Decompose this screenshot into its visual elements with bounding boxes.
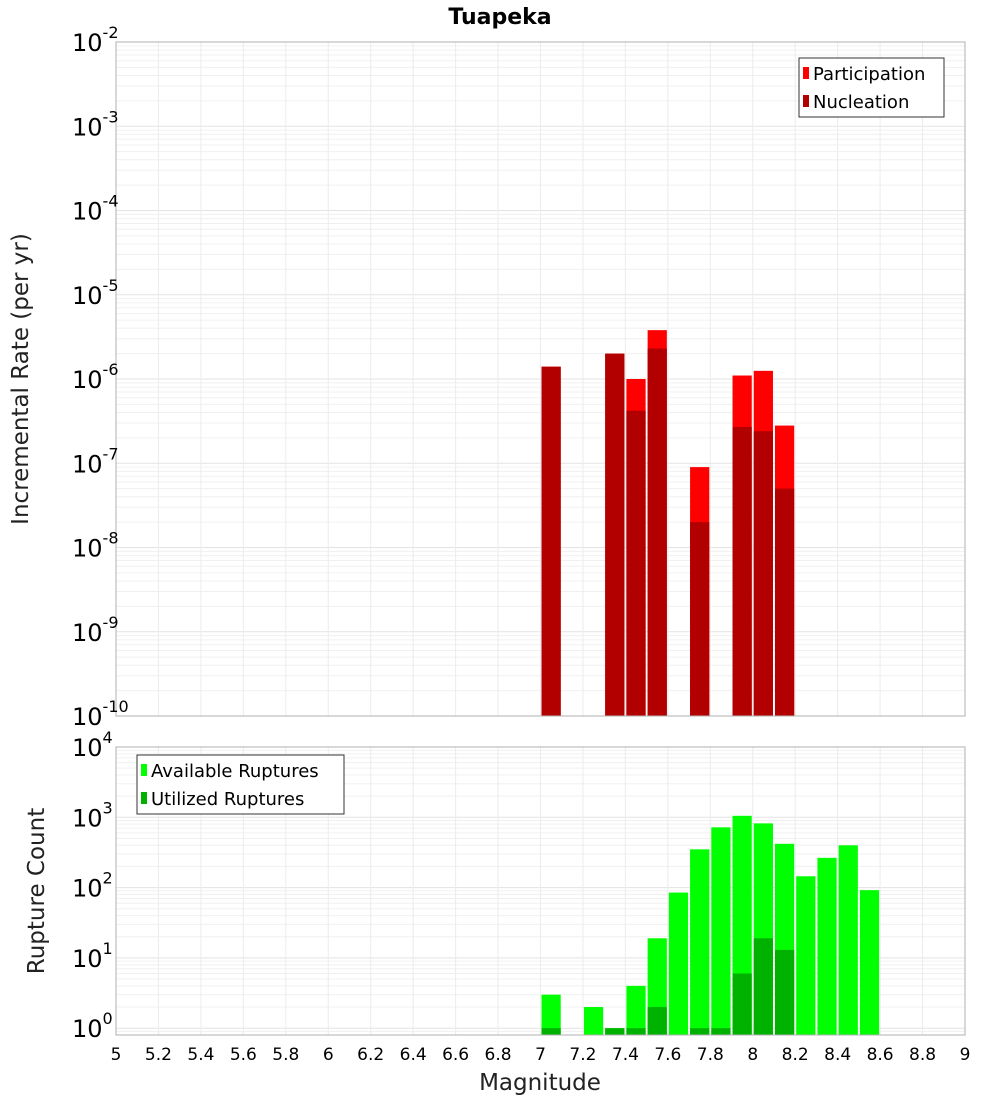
legend-swatch	[803, 67, 809, 79]
y-tick-label: 10-4	[72, 192, 119, 226]
available-ruptures-bar	[668, 892, 689, 1035]
legend: Participation Nucleation	[798, 57, 945, 118]
utilized-ruptures-bar	[605, 1028, 625, 1035]
available-ruptures-bar	[838, 845, 858, 1035]
x-tick-label: 8	[747, 1045, 758, 1065]
legend-swatch	[141, 764, 147, 776]
incremental-rate-panel: 10-2 10-3 10-4 10-5 10-6 10-7 10-8 10-9 10-10 Inc…	[8, 23, 966, 731]
x-tick-label: 8.4	[824, 1045, 851, 1065]
y-tick-label: 101	[72, 939, 113, 973]
nucleation-bar	[690, 522, 710, 716]
plot-frame	[115, 41, 966, 717]
available-ruptures-bar	[796, 876, 816, 1035]
utilized-ruptures-bar	[541, 1028, 561, 1035]
available-ruptures-bar	[541, 994, 561, 1035]
legend-label: Participation	[813, 64, 925, 85]
x-tick-label: 7.6	[654, 1045, 681, 1065]
nucleation-bar	[647, 348, 667, 716]
x-tick-label: 7	[535, 1045, 546, 1065]
x-tick-label: 5.4	[187, 1045, 214, 1065]
x-tick-label: 6	[323, 1045, 334, 1065]
nucleation-bar	[605, 353, 625, 716]
y-tick-label: 104	[72, 728, 113, 762]
available-ruptures-bar	[711, 827, 731, 1035]
x-tick-label: 5.6	[230, 1045, 257, 1065]
y-tick-label: 10-8	[72, 529, 119, 563]
y-axis-title: Incremental Rate (per yr)	[8, 233, 34, 525]
nucleation-bar	[774, 488, 795, 716]
legend-box	[136, 754, 345, 815]
x-tick-label: 8.8	[909, 1045, 936, 1065]
available-ruptures-bar	[817, 857, 837, 1035]
rupture-count-panel: 104 103 102 101 100 Rupture Count Available Ru…	[24, 728, 966, 1043]
y-tick-label: 10-5	[72, 276, 119, 310]
x-tick-label: 6.8	[485, 1045, 512, 1065]
legend-label: Available Ruptures	[151, 761, 319, 782]
utilized-ruptures-bar	[774, 949, 795, 1035]
x-tick-label: 7.4	[612, 1045, 639, 1065]
x-tick-label: 7.8	[697, 1045, 724, 1065]
x-tick-label: 5.2	[145, 1045, 172, 1065]
y-axis-title: Rupture Count	[24, 808, 50, 974]
available-ruptures-bar	[583, 1007, 604, 1035]
x-tick-label: 6.6	[442, 1045, 469, 1065]
utilized-ruptures-bar	[647, 1007, 667, 1035]
chart-title: Tuapeka	[448, 5, 551, 30]
y-tick-label: 10-7	[72, 444, 119, 478]
x-tick-label: 5.8	[272, 1045, 299, 1065]
utilized-ruptures-bar	[626, 1028, 646, 1035]
legend-label: Utilized Ruptures	[151, 789, 304, 810]
available-ruptures-bar	[859, 890, 880, 1035]
nucleation-bar	[626, 410, 646, 716]
plot-frame	[115, 746, 966, 1036]
x-tick-label: 6.4	[400, 1045, 427, 1065]
legend-box	[798, 57, 945, 118]
available-ruptures-bar	[626, 985, 646, 1035]
utilized-ruptures-bar	[732, 973, 752, 1035]
y-tick-label: 10-6	[72, 360, 119, 394]
y-tick-label: 100	[72, 1009, 113, 1043]
nucleation-bar	[541, 366, 561, 716]
legend-swatch	[803, 95, 809, 107]
x-tick-label: 5	[111, 1045, 122, 1065]
y-tick-label: 102	[72, 869, 113, 903]
legend-label: Nucleation	[813, 92, 909, 113]
utilized-ruptures-bar	[753, 938, 773, 1035]
x-tick-label: 8.2	[782, 1045, 809, 1065]
x-axis: 5 5.2 5.4 5.6 5.8 6 6.2 6.4 6.6 6.8 7 7.2 7.4 7.6 7.8 8…	[111, 1045, 971, 1065]
nucleation-bar	[753, 431, 773, 716]
y-tick-label: 10-9	[72, 613, 119, 647]
nucleation-bar	[732, 426, 752, 716]
y-tick-label: 10-2	[72, 23, 119, 57]
legend-swatch	[141, 792, 147, 804]
available-ruptures-bar	[690, 849, 710, 1035]
y-tick-label: 10-3	[72, 107, 119, 141]
y-tick-label: 10-10	[72, 697, 129, 731]
x-tick-label: 7.2	[569, 1045, 596, 1065]
legend: Available Ruptures Utilized Ruptures	[136, 754, 345, 815]
x-tick-label: 6.2	[357, 1045, 384, 1065]
y-tick-label: 103	[72, 798, 113, 832]
utilized-ruptures-bar	[711, 1028, 731, 1035]
x-axis-title: Magnitude	[479, 1070, 601, 1096]
utilized-ruptures-bar	[690, 1028, 710, 1035]
x-tick-label: 8.6	[867, 1045, 894, 1065]
x-tick-label: 9	[960, 1045, 971, 1065]
